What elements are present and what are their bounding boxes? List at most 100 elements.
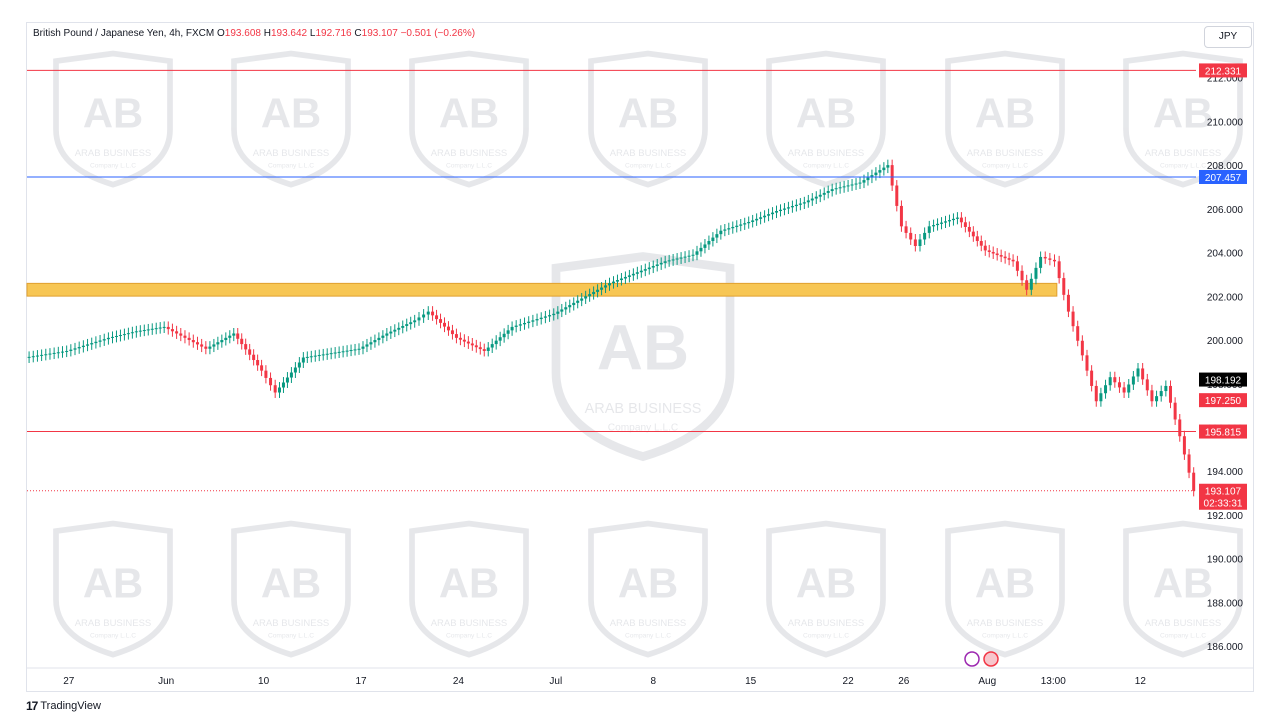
candle-body: [687, 255, 691, 257]
candle-body: [110, 336, 114, 338]
candle-body: [269, 377, 273, 386]
candle-body: [126, 333, 130, 335]
y-tick-label: 186.000: [1207, 642, 1244, 653]
footer-brand[interactable]: 17 TradingView: [26, 699, 101, 713]
candle-body: [1099, 393, 1103, 402]
candle-body: [216, 342, 220, 345]
candle-body: [439, 319, 443, 323]
candle-body: [1007, 258, 1011, 260]
candle-body: [983, 245, 987, 251]
candle-body: [1131, 376, 1135, 385]
candle-body: [600, 287, 604, 290]
candle-body: [443, 322, 446, 327]
candle-body: [220, 340, 224, 343]
candle-body: [963, 222, 967, 227]
watermark-3: AB ARAB BUSINESS Company L.L.C: [588, 50, 708, 188]
candle-body: [305, 356, 309, 358]
countdown-label: 02:33:31: [1204, 499, 1243, 510]
candle-body: [289, 372, 293, 378]
candle-body: [604, 285, 608, 288]
watermark-14: AB ARAB BUSINESS Company L.L.C: [551, 252, 735, 462]
candle-body: [667, 260, 671, 262]
watermark-mark: AB: [1153, 560, 1213, 607]
candle-body: [703, 244, 707, 248]
watermark-text: ARAB BUSINESS: [610, 618, 687, 629]
candle-body: [895, 185, 899, 206]
candle-body: [944, 221, 947, 223]
candle-body: [506, 330, 510, 334]
candle-body: [955, 217, 959, 219]
candle-body: [527, 321, 531, 323]
candle-body: [731, 226, 735, 229]
candle-body: [695, 251, 699, 255]
candle-body: [1071, 311, 1075, 327]
candle-body: [405, 324, 409, 326]
candle-body: [317, 355, 321, 357]
candle-body: [995, 253, 999, 256]
candle-body: [786, 207, 790, 209]
candle-body: [1168, 385, 1172, 403]
candle-body: [1034, 267, 1038, 279]
candle-body: [850, 184, 854, 186]
watermark-shield-icon: [588, 50, 708, 188]
candle-body: [458, 337, 462, 340]
watermark-2: AB ARAB BUSINESS Company L.L.C: [409, 50, 529, 188]
candle-body: [409, 322, 413, 325]
currency-button[interactable]: JPY: [1204, 26, 1252, 48]
candle-body: [822, 192, 826, 195]
candle-body: [482, 349, 486, 351]
candle-body: [179, 333, 183, 336]
price-label-bg: [1199, 393, 1247, 408]
watermark-mark: AB: [975, 90, 1035, 137]
price-label: 193.107: [1205, 487, 1242, 498]
candle-body: [204, 346, 208, 349]
candle-body: [523, 322, 527, 325]
candle-body: [611, 281, 615, 284]
candle-body: [1145, 379, 1149, 391]
watermark-shield-icon: [409, 50, 529, 188]
candle-body: [1117, 382, 1121, 388]
candle-body: [244, 344, 248, 350]
candle-body: [248, 349, 252, 355]
candle-body: [830, 189, 834, 192]
watermark-sub: Company L.L.C: [982, 163, 1028, 170]
candle-body: [60, 351, 64, 353]
candle-body: [735, 225, 739, 227]
candle-body: [81, 345, 85, 348]
candle-body: [450, 330, 454, 335]
candle-body: [31, 356, 35, 358]
watermark-shield-icon: [53, 50, 173, 188]
watermark-1: AB ARAB BUSINESS Company L.L.C: [231, 50, 351, 188]
candle-body: [426, 311, 430, 315]
candle-body: [1155, 396, 1159, 402]
low-value: 192.716: [315, 28, 352, 39]
watermark-mark: AB: [796, 560, 856, 607]
candle-body: [913, 239, 917, 247]
watermark-5: AB ARAB BUSINESS Company L.L.C: [945, 50, 1065, 188]
candle-body: [1015, 261, 1019, 271]
candle-body: [260, 365, 264, 371]
candle-body: [474, 345, 478, 348]
watermark-shield-icon: [588, 520, 708, 658]
candle-body: [134, 331, 138, 333]
candle-body: [478, 347, 482, 350]
candle-body: [1029, 278, 1033, 290]
candle-body: [1164, 385, 1168, 392]
candle-body: [635, 272, 639, 274]
candle-body: [878, 170, 882, 173]
candle-body: [422, 314, 426, 318]
candle-body: [454, 334, 458, 338]
watermark-sub: Company L.L.C: [90, 163, 136, 170]
candle-body: [552, 313, 556, 316]
candle-body: [707, 241, 711, 245]
candle-body: [385, 333, 389, 336]
x-tick-label: 15: [745, 676, 757, 687]
candle-body: [377, 337, 381, 341]
candle-body: [987, 250, 991, 252]
y-tick-label: 200.000: [1207, 336, 1244, 347]
candle-body: [802, 202, 806, 204]
candle-body: [118, 335, 122, 337]
candle-body: [518, 324, 522, 326]
candle-body: [293, 367, 297, 373]
